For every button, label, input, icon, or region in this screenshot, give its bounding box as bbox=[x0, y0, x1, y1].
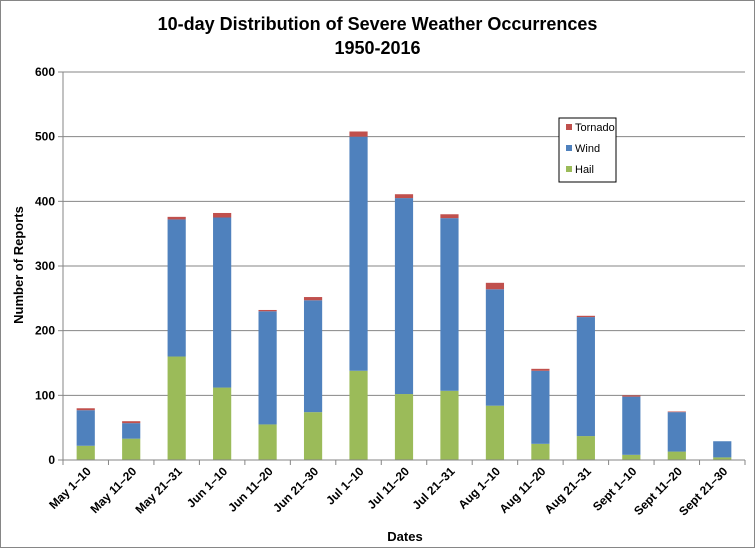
bar-hail-10 bbox=[531, 443, 550, 460]
bar-tornado-5 bbox=[303, 297, 323, 301]
bar-tornado-6 bbox=[349, 131, 368, 137]
bar-hail-11 bbox=[576, 436, 595, 460]
bar-tornado-13 bbox=[667, 411, 686, 413]
bar-wind-4 bbox=[258, 311, 277, 425]
y-tick-label: 400 bbox=[35, 194, 55, 208]
bars bbox=[76, 131, 732, 460]
bar-tornado-10 bbox=[531, 368, 550, 371]
bar-wind-13 bbox=[667, 412, 686, 452]
legend: Tornado Wind Hail bbox=[558, 117, 617, 183]
axes bbox=[58, 71, 746, 465]
bar-hail-6 bbox=[349, 370, 368, 460]
bar-wind-3 bbox=[213, 217, 232, 388]
bar-hail-9 bbox=[485, 405, 505, 460]
bar-tornado-3 bbox=[213, 212, 232, 218]
bar-tornado-7 bbox=[394, 194, 414, 199]
bar-tornado-9 bbox=[485, 282, 505, 290]
legend-label-wind: Wind bbox=[575, 143, 600, 155]
legend-swatch-hail bbox=[566, 166, 572, 172]
bar-tornado-11 bbox=[576, 315, 595, 318]
x-tick-label: Aug 21–31 bbox=[542, 464, 595, 517]
bar-wind-0 bbox=[76, 410, 95, 446]
bar-tornado-1 bbox=[122, 421, 141, 424]
y-tick-label: 500 bbox=[35, 130, 55, 144]
bar-wind-7 bbox=[394, 198, 414, 395]
bar-wind-6 bbox=[349, 136, 368, 371]
bar-hail-3 bbox=[213, 387, 232, 460]
x-tick-label: Aug 1–10 bbox=[455, 464, 503, 512]
x-tick-label: May 11–20 bbox=[87, 464, 139, 516]
bar-hail-1 bbox=[122, 438, 141, 460]
legend-swatch-wind bbox=[566, 145, 572, 151]
bar-tornado-12 bbox=[622, 395, 641, 397]
x-tick-label: Jun 1–10 bbox=[184, 464, 230, 510]
bar-tornado-2 bbox=[167, 216, 186, 220]
chart-title: 10-day Distribution of Severe Weather Oc… bbox=[157, 14, 598, 34]
bar-wind-2 bbox=[167, 219, 186, 357]
x-tick-label: Jul 21–31 bbox=[409, 464, 457, 512]
x-tick-label: Sept 21–30 bbox=[676, 464, 730, 518]
y-tick-label: 0 bbox=[48, 453, 55, 467]
bar-hail-13 bbox=[667, 451, 686, 460]
bar-hail-8 bbox=[440, 390, 459, 460]
y-tick-label: 100 bbox=[35, 388, 55, 402]
bar-wind-9 bbox=[485, 289, 505, 406]
legend-label-tornado: Tornado bbox=[575, 122, 615, 134]
bar-wind-5 bbox=[303, 300, 323, 413]
bar-tornado-4 bbox=[258, 309, 277, 312]
bar-hail-5 bbox=[303, 412, 323, 460]
bar-hail-4 bbox=[258, 424, 277, 460]
y-tick-label: 300 bbox=[35, 259, 55, 273]
x-tick-label: May 21–31 bbox=[132, 464, 185, 517]
x-tick-label: Jun 21–30 bbox=[270, 464, 321, 515]
x-tick-label: Jun 11–20 bbox=[225, 464, 276, 515]
x-tick-label: May 1–10 bbox=[46, 464, 94, 512]
x-tick-label: Jul 11–20 bbox=[364, 464, 412, 512]
bar-wind-12 bbox=[622, 396, 641, 455]
x-tick-label: Jul 1–10 bbox=[323, 464, 367, 508]
x-tick-label: Aug 11–20 bbox=[497, 464, 549, 516]
y-tick-labels: 0 100 200 300 400 500 600 bbox=[35, 65, 55, 467]
chart-subtitle: 1950-2016 bbox=[334, 38, 421, 58]
bar-wind-8 bbox=[440, 218, 459, 391]
y-tick-label: 200 bbox=[35, 324, 55, 338]
legend-swatch-tornado bbox=[566, 124, 572, 130]
bar-hail-12 bbox=[622, 454, 641, 460]
bar-hail-2 bbox=[167, 356, 186, 460]
bar-tornado-8 bbox=[440, 214, 459, 219]
bar-wind-14 bbox=[713, 441, 732, 458]
bar-hail-7 bbox=[394, 394, 414, 460]
y-tick-label: 600 bbox=[35, 65, 55, 79]
bar-wind-11 bbox=[576, 317, 595, 437]
bar-hail-0 bbox=[76, 445, 95, 460]
bar-tornado-0 bbox=[76, 408, 95, 411]
bar-hail-14 bbox=[713, 457, 732, 460]
x-axis-label: Dates bbox=[387, 529, 422, 544]
legend-label-hail: Hail bbox=[575, 164, 594, 176]
bar-wind-1 bbox=[122, 423, 141, 439]
bar-wind-10 bbox=[531, 370, 550, 444]
y-axis-label: Number of Reports bbox=[11, 206, 26, 324]
